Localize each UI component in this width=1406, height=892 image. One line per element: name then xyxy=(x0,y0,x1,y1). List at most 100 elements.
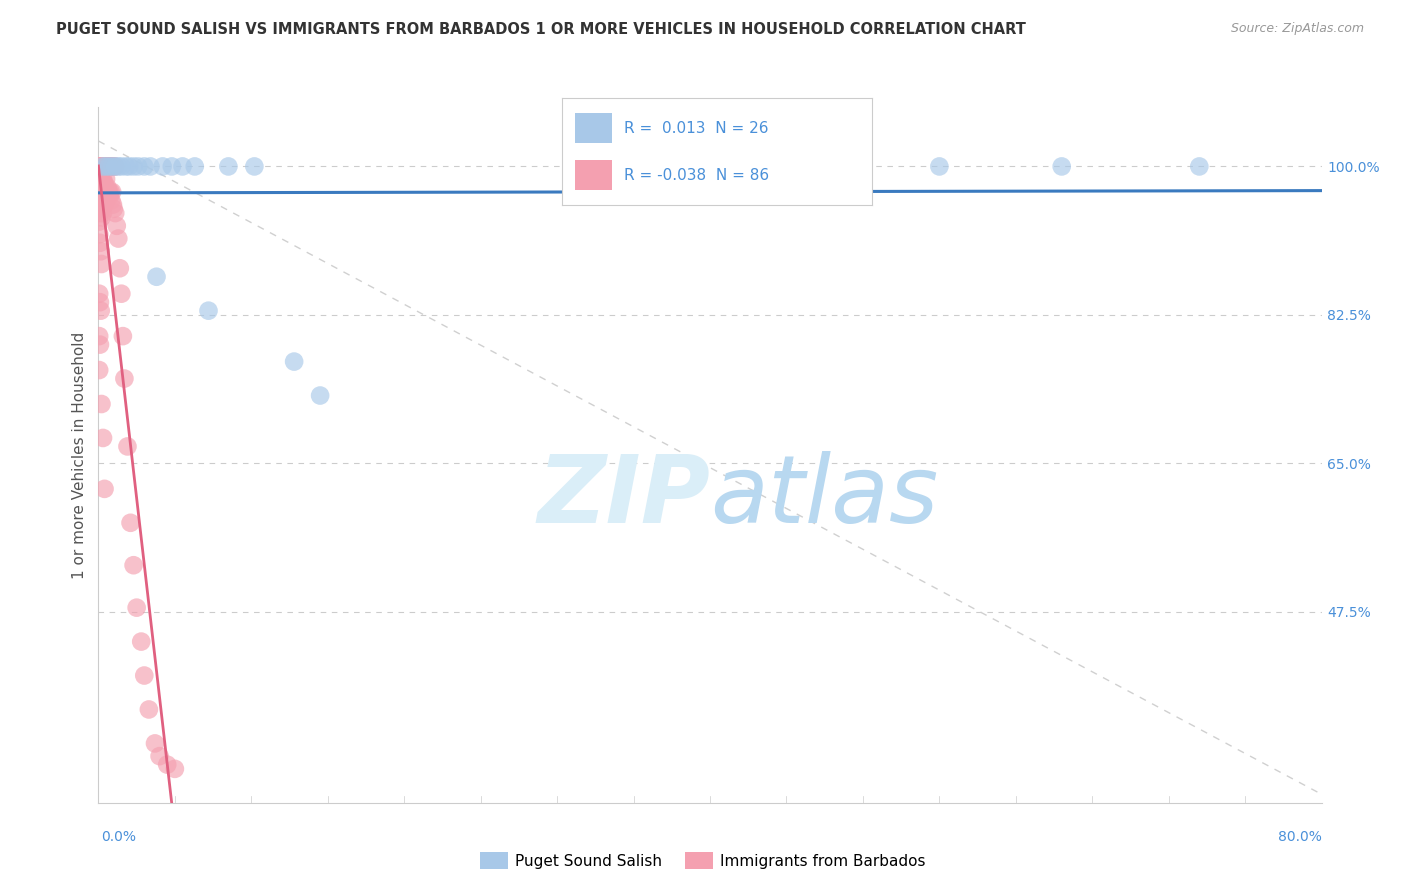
Point xyxy=(104,160,127,174)
Point xyxy=(91,160,114,174)
Point xyxy=(94,172,117,186)
Point xyxy=(101,197,124,211)
Text: 80.0%: 80.0% xyxy=(1278,830,1322,844)
Point xyxy=(89,202,111,216)
Point xyxy=(156,757,179,772)
Point xyxy=(97,160,120,174)
Point xyxy=(94,180,117,194)
Point xyxy=(90,189,112,203)
Text: Source: ZipAtlas.com: Source: ZipAtlas.com xyxy=(1230,22,1364,36)
Point xyxy=(120,516,142,530)
Point xyxy=(127,160,149,174)
Point xyxy=(94,160,117,174)
Point xyxy=(91,177,114,191)
Point xyxy=(89,177,111,191)
Point xyxy=(89,168,111,182)
Point xyxy=(101,160,124,174)
Point xyxy=(89,329,111,343)
Point xyxy=(1188,160,1211,174)
Text: R =  0.013  N = 26: R = 0.013 N = 26 xyxy=(624,120,769,136)
Point xyxy=(96,185,118,199)
Point xyxy=(107,160,129,174)
Point xyxy=(103,160,125,174)
Point xyxy=(98,185,121,199)
Point xyxy=(93,160,115,174)
Point xyxy=(101,185,124,199)
Point xyxy=(91,185,114,199)
Point xyxy=(96,160,118,174)
Point xyxy=(89,206,111,220)
Point xyxy=(90,257,112,271)
Point xyxy=(309,388,332,402)
Point xyxy=(129,634,152,648)
Point xyxy=(110,160,132,174)
Point xyxy=(160,160,183,174)
Point xyxy=(93,197,115,211)
Point xyxy=(197,303,219,318)
Point xyxy=(89,363,111,377)
Y-axis label: 1 or more Vehicles in Household: 1 or more Vehicles in Household xyxy=(72,331,87,579)
Point xyxy=(91,431,114,445)
Point xyxy=(111,329,134,343)
Point xyxy=(107,231,129,245)
Point xyxy=(1050,160,1073,174)
Point xyxy=(163,762,186,776)
Point xyxy=(100,160,122,174)
Point xyxy=(125,600,148,615)
Point xyxy=(89,235,111,250)
Point xyxy=(93,482,115,496)
Text: 0.0%: 0.0% xyxy=(101,830,136,844)
Point xyxy=(93,160,115,174)
Point xyxy=(90,211,112,225)
Point xyxy=(94,160,117,174)
Point xyxy=(93,194,115,208)
Point xyxy=(152,160,174,174)
Point xyxy=(97,160,120,174)
Point xyxy=(98,189,121,203)
Point xyxy=(89,214,111,228)
Point xyxy=(134,668,156,682)
Point xyxy=(117,439,139,453)
Point xyxy=(100,194,122,208)
Text: PUGET SOUND SALISH VS IMMIGRANTS FROM BARBADOS 1 OR MORE VEHICLES IN HOUSEHOLD C: PUGET SOUND SALISH VS IMMIGRANTS FROM BA… xyxy=(56,22,1026,37)
Legend: Puget Sound Salish, Immigrants from Barbados: Puget Sound Salish, Immigrants from Barb… xyxy=(474,846,932,875)
Point xyxy=(94,160,117,174)
Point xyxy=(90,244,112,259)
Point xyxy=(145,269,167,284)
Point xyxy=(115,160,138,174)
Point xyxy=(143,736,166,750)
Point xyxy=(93,177,115,191)
Point xyxy=(89,180,111,194)
Point xyxy=(90,160,112,174)
Point xyxy=(138,702,160,716)
Point xyxy=(928,160,950,174)
Point xyxy=(98,160,121,174)
Point xyxy=(89,227,111,242)
Point xyxy=(98,160,121,174)
Point xyxy=(94,194,117,208)
Point xyxy=(90,185,112,199)
Point xyxy=(91,160,114,174)
FancyBboxPatch shape xyxy=(575,161,612,190)
Point xyxy=(97,185,120,199)
Point xyxy=(100,185,122,199)
Point xyxy=(91,194,114,208)
Point xyxy=(149,749,172,764)
Point xyxy=(89,160,111,174)
Point xyxy=(98,160,121,174)
Point xyxy=(217,160,239,174)
Point xyxy=(90,177,112,191)
Point xyxy=(89,194,111,208)
Point xyxy=(90,397,112,411)
Point xyxy=(110,286,132,301)
Point xyxy=(89,160,111,174)
Point xyxy=(93,177,115,191)
Point xyxy=(139,160,162,174)
Point xyxy=(105,219,128,233)
Point xyxy=(90,303,112,318)
Point xyxy=(243,160,266,174)
Point xyxy=(108,261,131,276)
Point xyxy=(283,354,305,368)
Point xyxy=(184,160,207,174)
Point xyxy=(104,160,127,174)
